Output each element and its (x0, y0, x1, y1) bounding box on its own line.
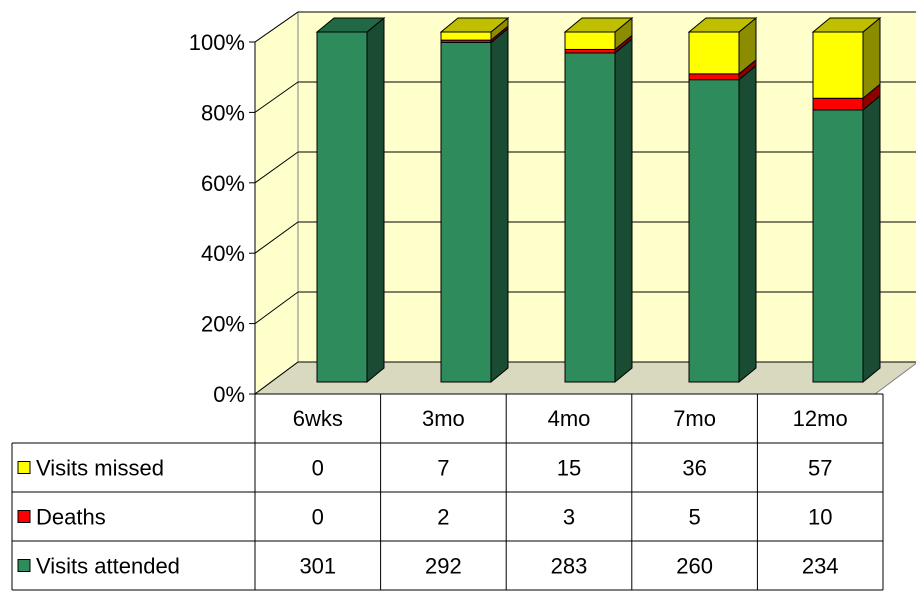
bar-segment-side (862, 94, 881, 384)
bar-segment-side (738, 64, 757, 384)
data-table-value: 5 (688, 505, 700, 530)
y-tick-label: 60% (201, 171, 245, 196)
data-table-value: 2 (437, 505, 449, 530)
data-table-value: 0 (312, 505, 324, 530)
data-table-value: 10 (808, 505, 832, 530)
y-tick-label: 40% (201, 241, 245, 266)
x-category-label: 3mo (422, 406, 465, 431)
data-table-value: 0 (312, 456, 324, 481)
bar-segment (812, 31, 864, 99)
bar-top (563, 17, 634, 33)
bar-top (687, 17, 758, 33)
bar-segment (812, 97, 864, 111)
legend-label: Deaths (36, 505, 106, 530)
bar-top (315, 17, 386, 33)
gridline-side (254, 291, 299, 325)
x-category-label: 6wks (293, 406, 343, 431)
data-table-value: 15 (557, 456, 581, 481)
legend-label: Visits attended (36, 554, 180, 579)
data-table-value: 260 (676, 554, 713, 579)
y-tick-label: 80% (201, 100, 245, 125)
legend-label: Visits missed (36, 456, 164, 481)
legend-swatch (17, 559, 31, 572)
legend-swatch (17, 510, 31, 523)
bar-segment (440, 41, 492, 383)
x-category-label: 7mo (673, 406, 716, 431)
data-table-value: 36 (682, 456, 706, 481)
gridline-side (254, 221, 299, 254)
x-category-label: 4mo (548, 406, 591, 431)
data-table-value: 7 (437, 456, 449, 481)
data-table-value: 234 (802, 554, 839, 579)
bar-segment-side (366, 16, 385, 384)
bar-segment (564, 48, 616, 54)
bar-segment (688, 31, 740, 75)
bar-segment-side (614, 37, 633, 384)
bar-segment (564, 52, 616, 383)
bar-segment (688, 73, 740, 81)
bar-top (811, 17, 882, 33)
legend-swatch (17, 461, 31, 474)
y-tick-label: 100% (189, 30, 245, 55)
bar-segment (812, 109, 864, 383)
gridline-side (254, 11, 299, 43)
gridline-side (254, 361, 299, 395)
x-category-label: 12mo (793, 406, 848, 431)
data-table-value: 301 (299, 554, 336, 579)
data-table-value: 283 (551, 554, 588, 579)
bar-segment (564, 31, 616, 50)
y-tick-label: 20% (201, 312, 245, 337)
gridline-side (254, 81, 299, 113)
bar-segment (440, 31, 492, 41)
data-table-value: 57 (808, 456, 832, 481)
bar-segment (316, 31, 368, 383)
y-tick-label: 0% (213, 382, 245, 407)
gridline-side (254, 151, 299, 184)
side-wall (254, 11, 299, 395)
bar-top (439, 17, 510, 33)
bar-segment (688, 79, 740, 383)
data-table-value: 3 (563, 505, 575, 530)
bar-segment-side (490, 27, 509, 384)
data-table-value: 292 (425, 554, 462, 579)
